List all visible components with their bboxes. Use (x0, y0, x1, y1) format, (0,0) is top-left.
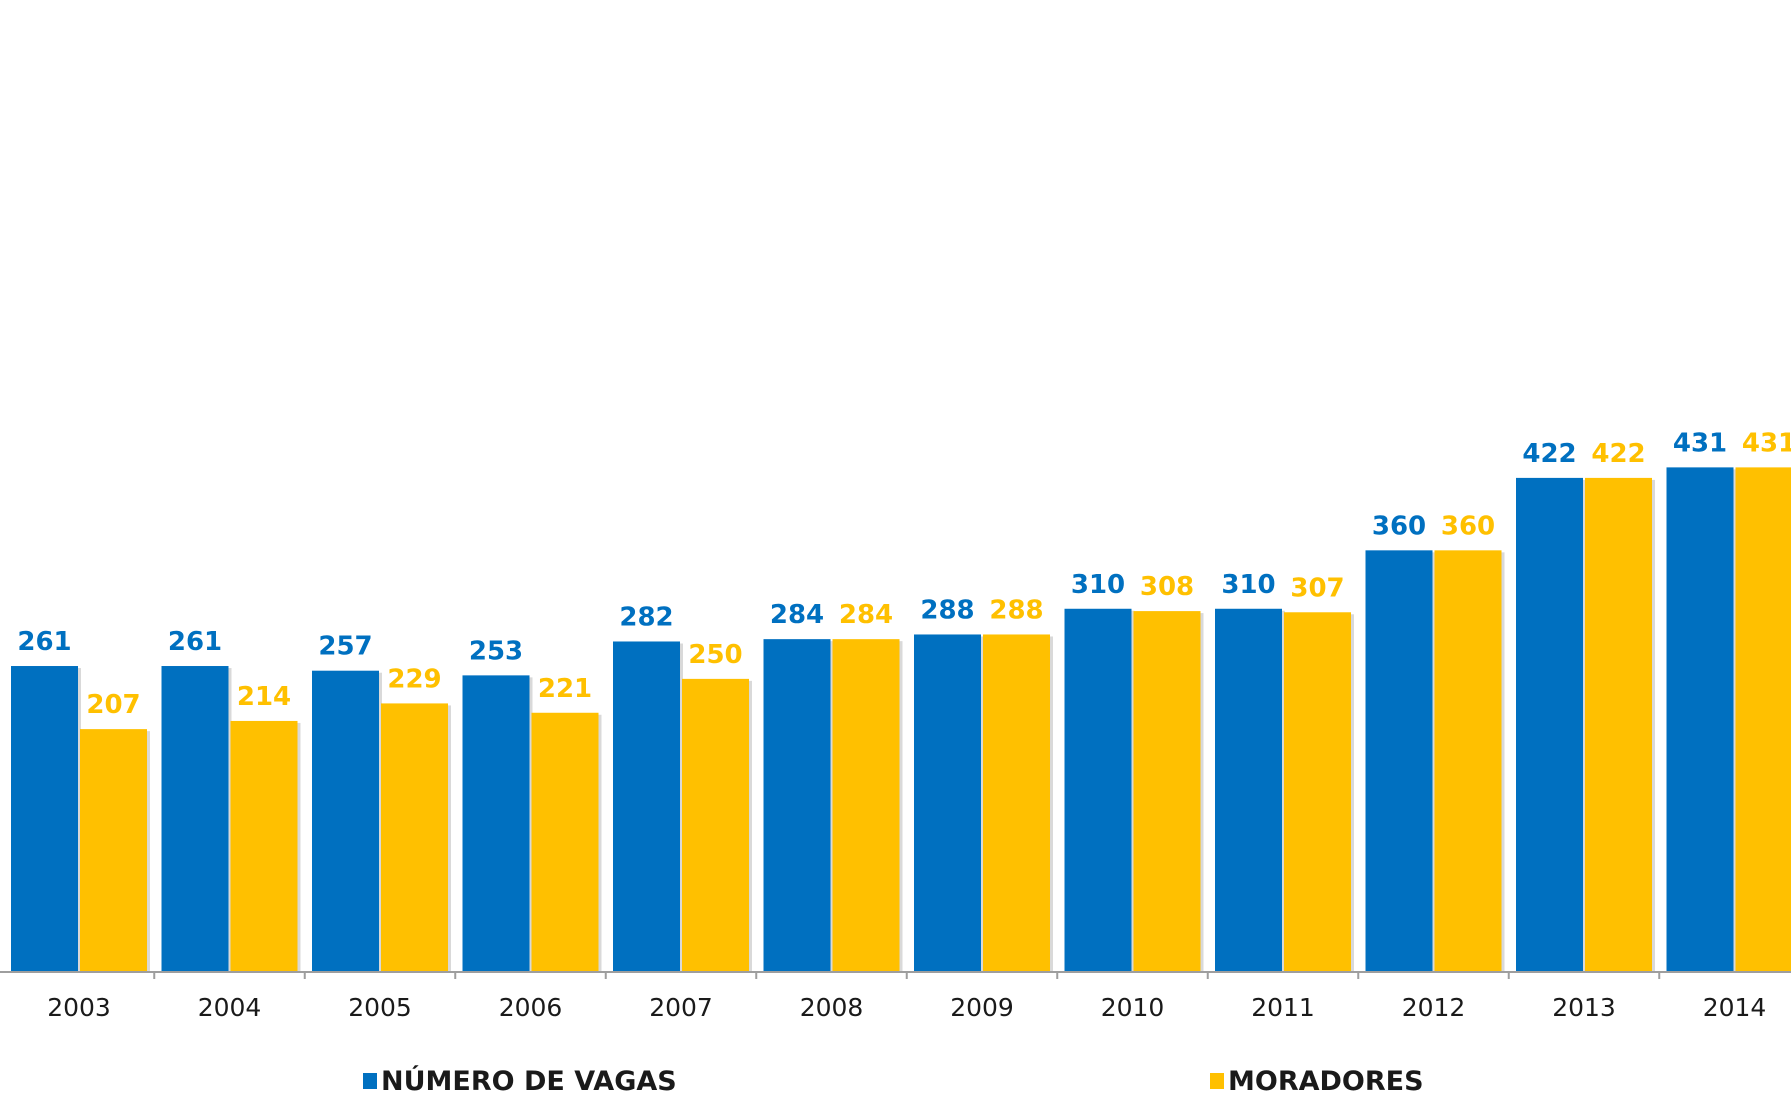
data-label-vagas-2005: 257 (318, 632, 372, 662)
bar-moradores-2011 (1284, 612, 1351, 971)
data-label-moradores-2005: 229 (387, 664, 441, 694)
data-label-vagas-2011: 310 (1221, 570, 1275, 600)
bars-group (11, 467, 1791, 973)
bar-moradores-2007 (682, 679, 749, 971)
legend-item-moradores: MORADORES (1210, 1066, 1424, 1096)
legend-swatch-moradores (1210, 1073, 1224, 1089)
data-label-moradores-2011: 307 (1290, 573, 1344, 603)
bar-vagas-2005 (312, 671, 379, 971)
bar-vagas-2010 (1065, 609, 1132, 971)
data-label-vagas-2003: 261 (17, 627, 71, 657)
legend-label-vagas: NÚMERO DE VAGAS (381, 1066, 677, 1097)
data-label-vagas-2013: 422 (1522, 439, 1576, 469)
legend-label-moradores: MORADORES (1228, 1066, 1424, 1097)
x-tick-label-2007: 2007 (649, 993, 713, 1022)
data-label-vagas-2008: 284 (770, 600, 824, 630)
bar-vagas-2013 (1516, 478, 1583, 971)
bar-moradores-2012 (1435, 550, 1502, 971)
x-tick-label-2006: 2006 (499, 993, 563, 1022)
bar-vagas-2012 (1366, 550, 1433, 971)
bar-moradores-2013 (1585, 478, 1652, 971)
x-tick-label-2013: 2013 (1552, 993, 1616, 1022)
bar-vagas-2003 (11, 666, 78, 971)
data-label-vagas-2004: 261 (168, 627, 222, 657)
data-label-moradores-2008: 284 (839, 600, 893, 630)
data-label-moradores-2009: 288 (989, 595, 1043, 625)
bar-moradores-2009 (983, 634, 1050, 971)
x-axis-tick-labels: 2003 2004 2005 2006 2007 2008 2009 2010 2011 2012… (47, 993, 1766, 1022)
x-tick-label-2011: 2011 (1251, 993, 1315, 1022)
bar-vagas-2004 (162, 666, 229, 971)
data-label-vagas-2012: 360 (1372, 511, 1426, 541)
bar-moradores-2004 (231, 721, 298, 971)
legend-swatch-vagas (363, 1073, 377, 1089)
data-label-vagas-2014: 431 (1673, 428, 1727, 458)
bar-vagas-2011 (1215, 609, 1282, 971)
bar-vagas-2007 (613, 641, 680, 971)
bar-vagas-2008 (764, 639, 831, 971)
data-label-moradores-2006: 221 (538, 674, 592, 704)
data-label-moradores-2004: 214 (237, 682, 291, 712)
x-tick-label-2010: 2010 (1101, 993, 1165, 1022)
data-label-vagas-2010: 310 (1071, 570, 1125, 600)
data-label-moradores-2014: 431 (1742, 428, 1791, 458)
bar-moradores-2010 (1134, 611, 1201, 971)
bar-vagas-2006 (463, 675, 530, 971)
bar-moradores-2008 (833, 639, 900, 971)
x-tick-label-2003: 2003 (47, 993, 111, 1022)
bar-moradores-2014 (1736, 467, 1791, 971)
x-tick-label-2012: 2012 (1402, 993, 1466, 1022)
data-label-moradores-2013: 422 (1591, 439, 1645, 469)
data-label-vagas-2007: 282 (619, 602, 673, 632)
x-tick-label-2005: 2005 (348, 993, 412, 1022)
legend-item-vagas: NÚMERO DE VAGAS (363, 1066, 677, 1096)
bar-vagas-2014 (1667, 467, 1734, 971)
x-tick-label-2004: 2004 (198, 993, 262, 1022)
data-label-moradores-2003: 207 (86, 690, 140, 720)
x-tick-label-2014: 2014 (1703, 993, 1767, 1022)
x-tick-label-2008: 2008 (800, 993, 864, 1022)
data-label-vagas-2009: 288 (920, 595, 974, 625)
bar-vagas-2009 (914, 634, 981, 971)
data-label-moradores-2007: 250 (688, 640, 742, 670)
bar-moradores-2005 (381, 703, 448, 971)
data-label-moradores-2010: 308 (1140, 572, 1194, 602)
x-tick-label-2009: 2009 (950, 993, 1014, 1022)
bar-moradores-2006 (532, 713, 599, 971)
data-label-moradores-2012: 360 (1441, 511, 1495, 541)
data-label-vagas-2006: 253 (469, 636, 523, 666)
bar-moradores-2003 (80, 729, 147, 971)
